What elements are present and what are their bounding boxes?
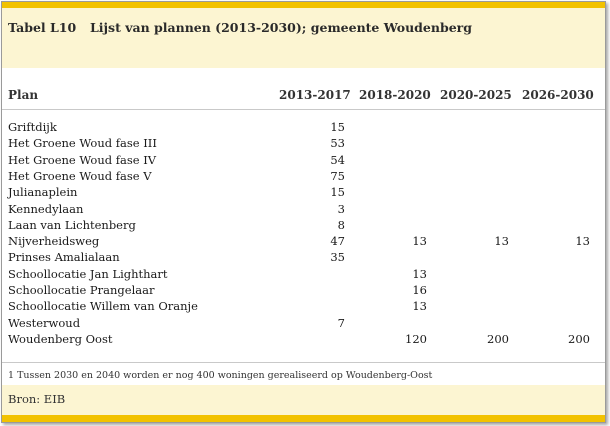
table-number: Tabel L10 bbox=[8, 20, 77, 35]
row-value: 35 bbox=[330, 250, 345, 265]
body-divider bbox=[2, 362, 605, 363]
table-footnote: 1 Tussen 2030 en 2040 worden er nog 400 … bbox=[8, 370, 433, 381]
row-value: 54 bbox=[330, 152, 345, 167]
row-plan-name: Het Groene Woud fase V bbox=[8, 168, 152, 183]
table-title: Lijst van plannen (2013-2030); gemeente … bbox=[90, 20, 472, 35]
top-accent-bar bbox=[2, 2, 605, 8]
table-row: Julianaplein 15 bbox=[2, 185, 605, 201]
row-value: 15 bbox=[330, 120, 345, 134]
column-header-2013-2017: 2013-2017 bbox=[279, 88, 351, 102]
table-row: Westerwoud 7 bbox=[2, 316, 605, 332]
column-header-2018-2020: 2018-2020 bbox=[359, 88, 431, 102]
table-row: Schoollocatie Willem van Oranje 13 bbox=[2, 299, 605, 315]
row-value: 7 bbox=[337, 315, 345, 330]
row-value: 47 bbox=[330, 234, 345, 249]
row-plan-name: Woudenberg Oost bbox=[8, 331, 113, 346]
source-bar: Bron: EIB bbox=[2, 385, 605, 415]
row-value: 13 bbox=[494, 234, 509, 249]
table-row: Woudenberg Oost 120 200 200 bbox=[2, 332, 605, 348]
column-header-2026-2030: 2026-2030 bbox=[522, 88, 594, 102]
table-row: Schoollocatie Prangelaar 16 bbox=[2, 283, 605, 299]
column-header-plan: Plan bbox=[8, 88, 39, 102]
table-row: Het Groene Woud fase III 53 bbox=[2, 136, 605, 152]
row-value: 13 bbox=[412, 299, 427, 314]
row-value: 75 bbox=[330, 168, 345, 183]
table-row: Schoollocatie Jan Lighthart 13 bbox=[2, 267, 605, 283]
row-plan-name: Laan van Lichtenberg bbox=[8, 217, 136, 232]
row-value: 3 bbox=[337, 201, 345, 216]
row-plan-name: Nijverheidsweg bbox=[8, 234, 100, 249]
row-plan-name: Griftdijk bbox=[8, 120, 57, 134]
row-plan-name: Het Groene Woud fase III bbox=[8, 136, 157, 151]
row-plan-name: Prinses Amalialaan bbox=[8, 250, 120, 265]
table-row: Prinses Amalialaan 35 bbox=[2, 250, 605, 266]
source-label: Bron: EIB bbox=[8, 392, 66, 406]
row-value: 13 bbox=[412, 234, 427, 249]
row-value: 13 bbox=[575, 234, 590, 249]
row-plan-name: Westerwoud bbox=[8, 315, 81, 330]
table-row: Het Groene Woud fase V 75 bbox=[2, 169, 605, 185]
row-value: 200 bbox=[568, 331, 590, 346]
row-value: 15 bbox=[330, 185, 345, 200]
table-row: Het Groene Woud fase IV 54 bbox=[2, 153, 605, 169]
row-value: 200 bbox=[487, 331, 509, 346]
row-plan-name: Julianaplein bbox=[8, 185, 78, 200]
table-row: Kennedylaan 3 bbox=[2, 202, 605, 218]
table-row: Laan van Lichtenberg 8 bbox=[2, 218, 605, 234]
row-plan-name: Schoollocatie Prangelaar bbox=[8, 283, 155, 297]
row-plan-name: Kennedylaan bbox=[8, 201, 84, 216]
row-plan-name: Het Groene Woud fase IV bbox=[8, 152, 157, 167]
row-value: 13 bbox=[412, 266, 427, 281]
row-plan-name: Schoollocatie Jan Lighthart bbox=[8, 266, 168, 281]
row-value: 8 bbox=[337, 217, 345, 232]
table-header: Tabel L10 Lijst van plannen (2013-2030);… bbox=[2, 8, 605, 68]
table-row: Nijverheidsweg 47 13 13 13 bbox=[2, 234, 605, 250]
row-value: 16 bbox=[412, 283, 427, 297]
bottom-accent-bar bbox=[2, 415, 605, 422]
header-divider bbox=[2, 109, 605, 110]
row-value: 53 bbox=[330, 136, 345, 151]
table-row: Griftdijk 15 bbox=[2, 120, 605, 136]
column-header-2020-2025: 2020-2025 bbox=[440, 88, 512, 102]
row-plan-name: Schoollocatie Willem van Oranje bbox=[8, 299, 198, 314]
row-value: 120 bbox=[405, 331, 427, 346]
